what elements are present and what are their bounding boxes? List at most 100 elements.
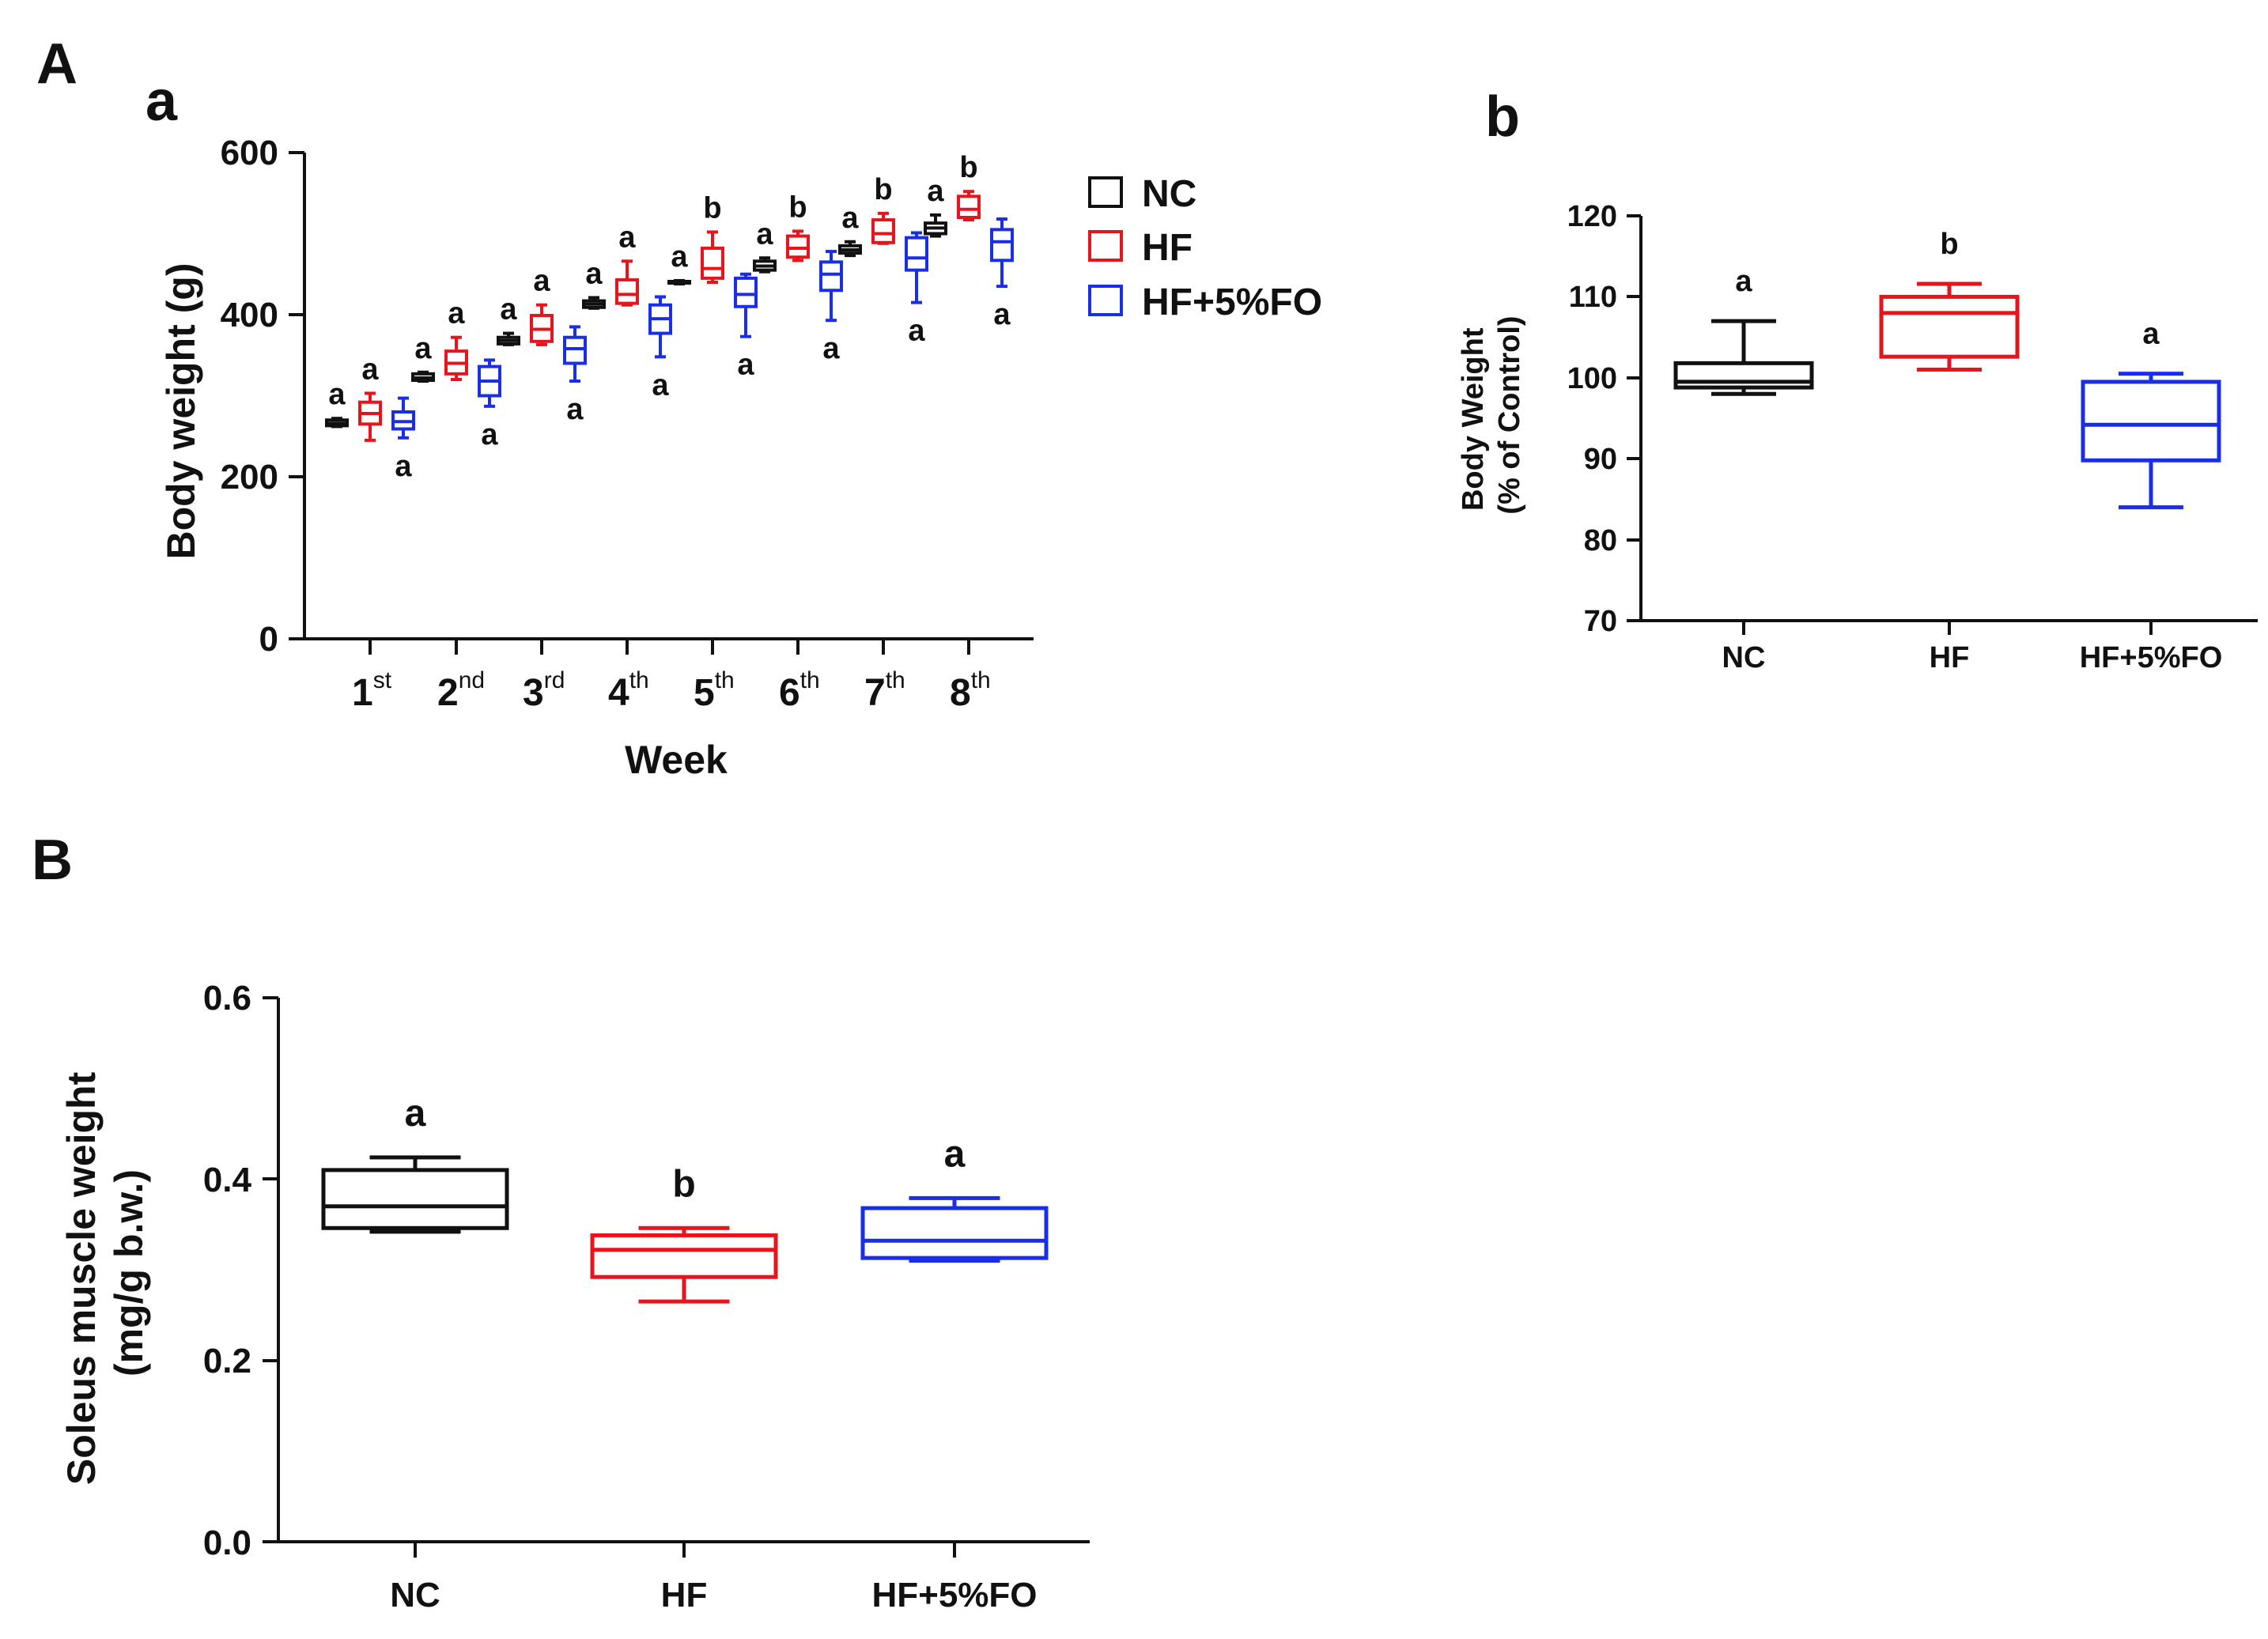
panel-label-a: a	[146, 70, 178, 133]
x-tick-label: 2nd	[437, 667, 485, 714]
significance-label: b	[788, 191, 807, 224]
box-nc-week-2	[411, 370, 435, 383]
x-tick-label: HF+5%FO	[871, 1576, 1037, 1614]
box-nc	[1673, 319, 1814, 396]
box-hf-week-5	[701, 230, 724, 284]
x-tick-label: HF	[661, 1576, 708, 1614]
significance-label: a	[481, 418, 498, 451]
y-axis	[1627, 214, 1642, 622]
y-tick-label: 120	[1567, 200, 1617, 233]
box-hf-5-fo	[860, 1195, 1049, 1263]
y-tick-label: 0.4	[203, 1161, 252, 1199]
box-iqr	[321, 1168, 509, 1230]
y-axis-title: Body Weight (% of Control)	[1457, 315, 1526, 514]
box-nc-week-6	[753, 256, 777, 274]
box-iqr	[615, 278, 639, 305]
box-hf-week-7	[871, 211, 895, 245]
y-tick-label: 400	[221, 296, 278, 334]
box-iqr	[1879, 294, 2020, 359]
x-tick-label: 5th	[694, 667, 735, 714]
box-hf-5-fo-week-4	[648, 295, 672, 359]
chart-body-weight-weekly: 0 200 400 600 1st 2nd 3rd 4th 5th 6th 7t…	[159, 134, 1322, 782]
legend-swatch-NC	[1088, 176, 1123, 208]
significance-label: b	[959, 151, 977, 184]
significance-label: a	[618, 221, 636, 254]
y-tick-label: 90	[1584, 443, 1617, 476]
x-tick-label: 7th	[864, 667, 905, 714]
box-plots: a b a	[1673, 228, 2221, 510]
x-tick-label: 1st	[352, 667, 392, 714]
box-nc-week-4	[582, 296, 606, 310]
box-hf-5-fo-week-5	[734, 272, 758, 338]
box-iqr	[905, 236, 928, 272]
box-hf-week-2	[444, 335, 468, 381]
x-axis	[1639, 619, 2258, 635]
box-hf-5-fo-week-3	[563, 325, 587, 383]
y-axis-title: Body weight (g)	[159, 263, 203, 560]
significance-label: a	[361, 353, 379, 386]
legend: NC HF HF+5%FO	[1088, 173, 1322, 323]
x-tick-label: HF+5%FO	[2080, 641, 2223, 674]
significance-label: a	[585, 257, 603, 290]
x-tick-label: HF	[1930, 641, 1970, 674]
significance-label: a	[652, 368, 669, 402]
box-hf-5-fo-week-8	[990, 217, 1014, 289]
box-iqr	[590, 1233, 778, 1279]
chart-soleus-muscle-weight: 0.0 0.2 0.4 0.6 NC HF HF+5%FO Soleus mus…	[59, 979, 1090, 1614]
box-iqr	[734, 276, 758, 308]
box-nc-week-7	[838, 240, 862, 258]
box-hf-week-4	[615, 259, 639, 307]
y-axis	[263, 996, 280, 1543]
y-tick-label: 70	[1584, 605, 1617, 638]
box-iqr	[990, 228, 1014, 262]
box-hf-week-3	[530, 303, 554, 346]
y-tick-label: 0.2	[203, 1342, 251, 1380]
box-iqr	[871, 218, 895, 244]
box-iqr	[2081, 380, 2221, 463]
box-iqr	[819, 260, 843, 293]
significance-label: a	[756, 217, 773, 251]
significance-label: a	[944, 1133, 966, 1175]
chart-body-weight-percent-control: 70 80 90 100 110 120 NC HF HF+5%FO Body …	[1457, 200, 2258, 674]
box-hf-5-fo-week-7	[905, 231, 928, 304]
significance-label: a	[414, 332, 432, 365]
x-axis-title: Week	[625, 738, 728, 782]
significance-label: a	[927, 175, 944, 208]
y-tick-label: 100	[1567, 362, 1617, 395]
y-tick-label: 0.6	[203, 979, 251, 1018]
significance-label: a	[500, 293, 517, 327]
legend-label-NC: NC	[1142, 173, 1196, 215]
box-iqr	[701, 246, 724, 280]
box-iqr	[860, 1206, 1049, 1260]
x-tick-label: 6th	[779, 667, 820, 714]
box-iqr	[563, 335, 587, 365]
x-axis	[303, 637, 1034, 655]
significance-label: b	[703, 191, 721, 225]
box-nc-week-3	[497, 331, 520, 346]
significance-label: a	[671, 240, 688, 274]
significance-label: b	[874, 173, 892, 206]
box-hf	[1879, 281, 2020, 372]
box-hf	[590, 1225, 778, 1304]
x-tick-label: NC	[390, 1576, 440, 1614]
legend-swatch-HF	[1088, 230, 1123, 262]
significance-label: a	[737, 349, 754, 382]
box-hf-5-fo	[2081, 372, 2221, 510]
y-tick-label: 0	[259, 620, 278, 659]
significance-label: a	[1735, 265, 1752, 298]
x-tick-label: 4th	[608, 667, 649, 714]
box-hf-week-1	[358, 391, 382, 442]
y-tick-label: 80	[1584, 524, 1617, 557]
y-tick-label: 600	[221, 134, 278, 172]
x-tick-label: 8th	[950, 667, 991, 714]
significance-label: a	[533, 265, 550, 298]
x-tick-label: NC	[1722, 641, 1766, 674]
x-axis	[277, 1540, 1090, 1558]
box-hf-5-fo-week-2	[478, 358, 501, 408]
legend-label-HF: HF	[1142, 227, 1193, 269]
box-nc-week-5	[667, 278, 691, 286]
legend-label-HF-5FO: HF+5%FO	[1142, 281, 1322, 323]
significance-label: a	[2142, 318, 2160, 351]
